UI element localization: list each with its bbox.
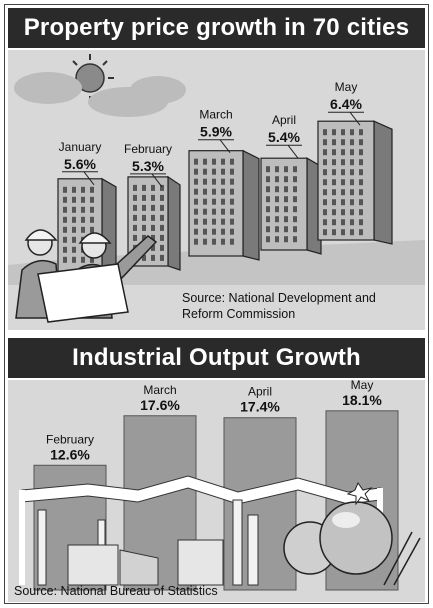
tick-label: March: [143, 383, 176, 397]
bar: [317, 120, 375, 241]
cloud-icon: [14, 72, 186, 117]
property-chart-panel: January 5.6% February 5.3% March 5.9% April 5.4…: [8, 50, 425, 330]
infographic-frame: [4, 4, 429, 604]
tick-label: April: [272, 113, 296, 127]
building-april: [260, 157, 322, 255]
factory-illustration: [19, 475, 421, 586]
data-label: 17.4%: [240, 399, 280, 415]
building-march: [188, 149, 260, 261]
tick-label: April: [248, 385, 272, 399]
data-label: 5.3%: [132, 158, 164, 174]
data-label: 12.6%: [50, 446, 90, 462]
building-january: [57, 177, 117, 281]
building-may: [317, 120, 393, 245]
tick-label: February: [124, 142, 172, 156]
tick-label: February: [46, 432, 94, 446]
property-chart-svg: January 5.6% February 5.3% March 5.9% April 5.4…: [8, 54, 425, 323]
property-chart-source: Source: National Development and Reform …: [182, 291, 376, 321]
tick-label: March: [199, 108, 232, 122]
spark-icon: [346, 481, 373, 506]
industrial-chart-title: Industrial Output Growth: [8, 338, 425, 378]
tick-label: May: [335, 80, 358, 94]
blueprint-icon: [37, 263, 129, 323]
data-label: 5.6%: [64, 156, 96, 172]
bar: [260, 157, 308, 251]
data-label: 18.1%: [342, 392, 382, 408]
industrial-chart-source: Source: National Bureau of Statistics: [14, 584, 218, 598]
data-label: 5.4%: [268, 129, 300, 145]
property-chart-title: Property price growth in 70 cities: [8, 8, 425, 48]
tick-label: January: [59, 140, 102, 154]
data-label: 17.6%: [140, 397, 180, 413]
data-label: 6.4%: [330, 96, 362, 112]
data-label: 5.9%: [200, 124, 232, 140]
industrial-chart-panel: February 12.6% March 17.6% April 17.4% May 18.1…: [8, 380, 425, 602]
tick-label: May: [351, 380, 374, 392]
workers-illustration: [15, 229, 158, 323]
